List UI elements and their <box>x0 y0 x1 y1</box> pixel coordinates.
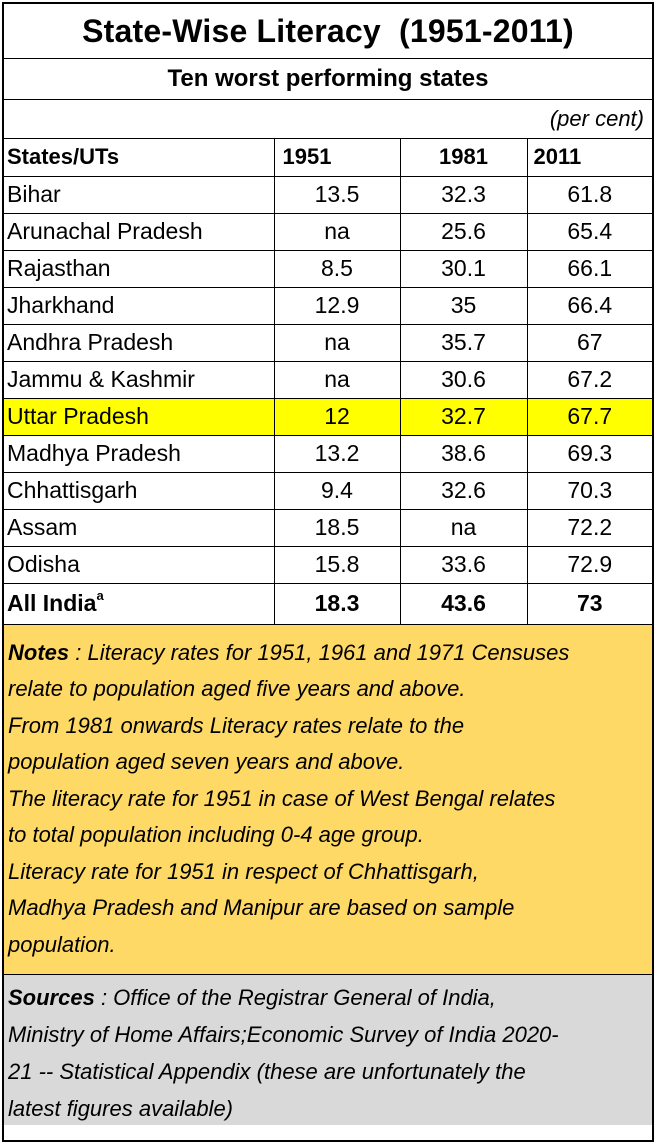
table-row: Jammu & Kashmir na 30.6 67.2 <box>4 361 652 399</box>
value-1981-cell: 32.7 <box>399 398 527 436</box>
table-row: Arunachal Pradesh na 25.6 65.4 <box>4 213 652 251</box>
value-1981-cell: 35.7 <box>399 324 527 362</box>
all-india-name: All India <box>7 590 97 616</box>
value-2011-cell: 61.8 <box>526 176 652 214</box>
table-row: Odisha 15.8 33.6 72.9 <box>4 546 652 584</box>
value-2011-cell: 67 <box>526 324 652 362</box>
unit-text: (per cent) <box>549 106 644 131</box>
notes-line: Notes : Literacy rates for 1951, 1961 an… <box>8 635 648 672</box>
table-row: Jharkhand 12.9 35 66.4 <box>4 287 652 325</box>
value-1951-cell: na <box>273 324 400 362</box>
table-row: Assam 18.5 na 72.2 <box>4 509 652 547</box>
notes-line: to total population including 0-4 age gr… <box>8 822 424 847</box>
value-1981-cell: 25.6 <box>399 213 527 251</box>
state-cell: Madhya Pradesh <box>4 435 274 473</box>
sources-line: latest figures available) <box>8 1095 234 1121</box>
value-2011-cell: 66.4 <box>526 287 652 325</box>
value-1951-cell: na <box>273 361 400 399</box>
unit-label: (per cent) <box>4 100 652 139</box>
state-cell: Rajasthan <box>4 250 274 288</box>
value-2011-cell: 66.1 <box>526 250 652 288</box>
notes-line: relate to population aged five years and… <box>8 676 466 701</box>
notes-line: Literacy rate for 1951 in respect of Chh… <box>8 858 479 884</box>
value-1951-cell: 12 <box>273 398 400 436</box>
value-1981-cell: na <box>399 509 527 547</box>
sources-line: Sources : Office of the Registrar Genera… <box>8 979 648 1016</box>
value-1951-cell: 15.8 <box>273 546 400 584</box>
value-2011-cell: 67.7 <box>526 398 652 436</box>
literacy-table: States/UTs 1951 1981 2011 Bihar 13.5 32.3 6… <box>4 139 652 625</box>
value-1981-cell: 35 <box>399 287 527 325</box>
notes-line: The literacy rate for 1951 in case of We… <box>8 785 556 811</box>
value-1951-cell: 8.5 <box>273 250 400 288</box>
value-2011-cell: 72.9 <box>526 546 652 584</box>
value-1981-cell: 30.1 <box>399 250 527 288</box>
value-2011-cell: 65.4 <box>526 213 652 251</box>
table-row: Andhra Pradesh na 35.7 67 <box>4 324 652 362</box>
all-india-1981: 43.6 <box>399 583 527 625</box>
notes-line: population aged seven years and above. <box>8 749 405 774</box>
value-2011-cell: 67.2 <box>526 361 652 399</box>
table-row: Chhattisgarh 9.4 32.6 70.3 <box>4 472 652 510</box>
value-1981-cell: 32.6 <box>399 472 527 510</box>
table-header-row: States/UTs 1951 1981 2011 <box>4 139 652 177</box>
value-1951-cell: na <box>273 213 400 251</box>
table-row: Rajasthan 8.5 30.1 66.1 <box>4 250 652 288</box>
sources-line: 21 -- Statistical Appendix (these are un… <box>8 1058 526 1084</box>
value-1951-cell: 13.5 <box>273 176 400 214</box>
state-cell: Uttar Pradesh <box>4 398 274 436</box>
header-state: States/UTs <box>4 139 274 177</box>
header-1981: 1981 <box>399 139 527 177</box>
state-cell: Assam <box>4 509 274 547</box>
value-1981-cell: 30.6 <box>399 361 527 399</box>
state-cell: Jammu & Kashmir <box>4 361 274 399</box>
state-cell: Arunachal Pradesh <box>4 213 274 251</box>
state-cell: Jharkhand <box>4 287 274 325</box>
value-1981-cell: 33.6 <box>399 546 527 584</box>
value-2011-cell: 69.3 <box>526 435 652 473</box>
header-2011: 2011 <box>526 139 652 177</box>
value-1981-cell: 32.3 <box>399 176 527 214</box>
footnote-marker: a <box>96 588 104 603</box>
value-1951-cell: 18.5 <box>273 509 400 547</box>
value-2011-cell: 72.2 <box>526 509 652 547</box>
table-row: Madhya Pradesh 13.2 38.6 69.3 <box>4 435 652 473</box>
notes-line: population. <box>8 931 116 957</box>
value-2011-cell: 70.3 <box>526 472 652 510</box>
table-row: Bihar 13.5 32.3 61.8 <box>4 176 652 214</box>
state-cell: Chhattisgarh <box>4 472 274 510</box>
all-india-1951: 18.3 <box>273 583 400 625</box>
notes-label: Notes <box>8 639 70 665</box>
table-row: Uttar Pradesh 12 32.7 67.7 <box>4 398 652 436</box>
value-1981-cell: 38.6 <box>399 435 527 473</box>
sources-line-text: : Office of the Registrar General of Ind… <box>94 984 496 1010</box>
state-cell: Odisha <box>4 546 274 584</box>
all-india-row: All Indiaa 18.3 43.6 73 <box>4 583 652 625</box>
notes-line: From 1981 onwards Literacy rates relate … <box>8 712 465 738</box>
notes-section: Notes : Literacy rates for 1951, 1961 an… <box>4 624 652 975</box>
state-cell: Andhra Pradesh <box>4 324 274 362</box>
notes-line: Madhya Pradesh and Manipur are based on … <box>8 895 515 920</box>
header-1951: 1951 <box>273 139 400 177</box>
sources-label: Sources <box>8 984 95 1010</box>
state-cell: Bihar <box>4 176 274 214</box>
notes-line-text: : Literacy rates for 1951, 1961 and 1971… <box>69 639 570 665</box>
value-1951-cell: 12.9 <box>273 287 400 325</box>
all-india-2011: 73 <box>526 583 652 625</box>
page-title: State-Wise Literacy (1951-2011) <box>4 4 652 59</box>
all-india-label: All Indiaa <box>4 583 274 625</box>
value-1951-cell: 13.2 <box>273 435 400 473</box>
sources-section: Sources : Office of the Registrar Genera… <box>4 974 652 1125</box>
sources-line: Ministry of Home Affairs;Economic Survey… <box>8 1021 559 1047</box>
value-1951-cell: 9.4 <box>273 472 400 510</box>
page-subtitle: Ten worst performing states <box>4 59 652 100</box>
